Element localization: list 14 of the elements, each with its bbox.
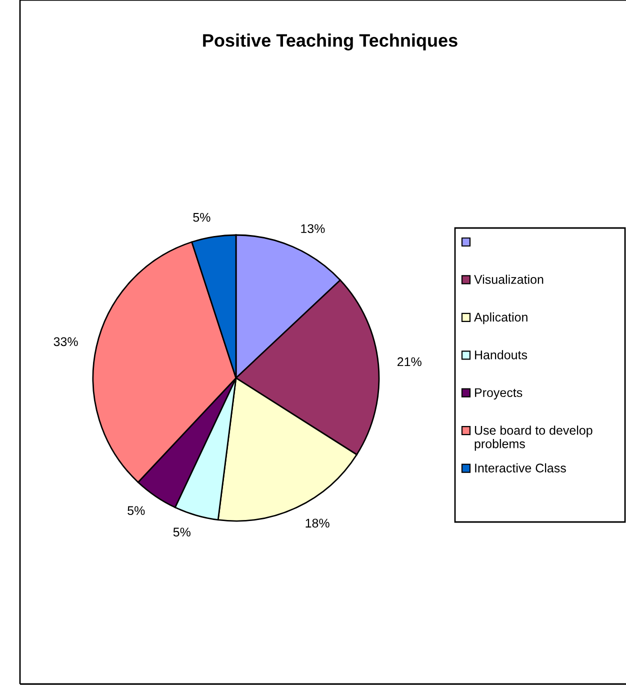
- legend-label: Aplication: [474, 312, 528, 324]
- legend-label: Interactive Class: [475, 463, 566, 472]
- chart-title: Positive Teaching Techniques: [203, 34, 458, 50]
- data-label: 13%: [301, 224, 325, 234]
- data-label: 33%: [54, 337, 78, 346]
- data-label: 18%: [306, 518, 330, 528]
- legend-label: Use board to develop problems: [474, 426, 592, 451]
- data-label: 5%: [173, 528, 190, 537]
- legend-label: Proyects: [475, 388, 522, 400]
- data-label: 21%: [398, 357, 422, 366]
- data-label: 5%: [128, 506, 145, 516]
- legend-label: Handouts: [475, 350, 528, 360]
- legend-label: Visualization: [474, 274, 544, 284]
- data-label: 5%: [193, 212, 210, 222]
